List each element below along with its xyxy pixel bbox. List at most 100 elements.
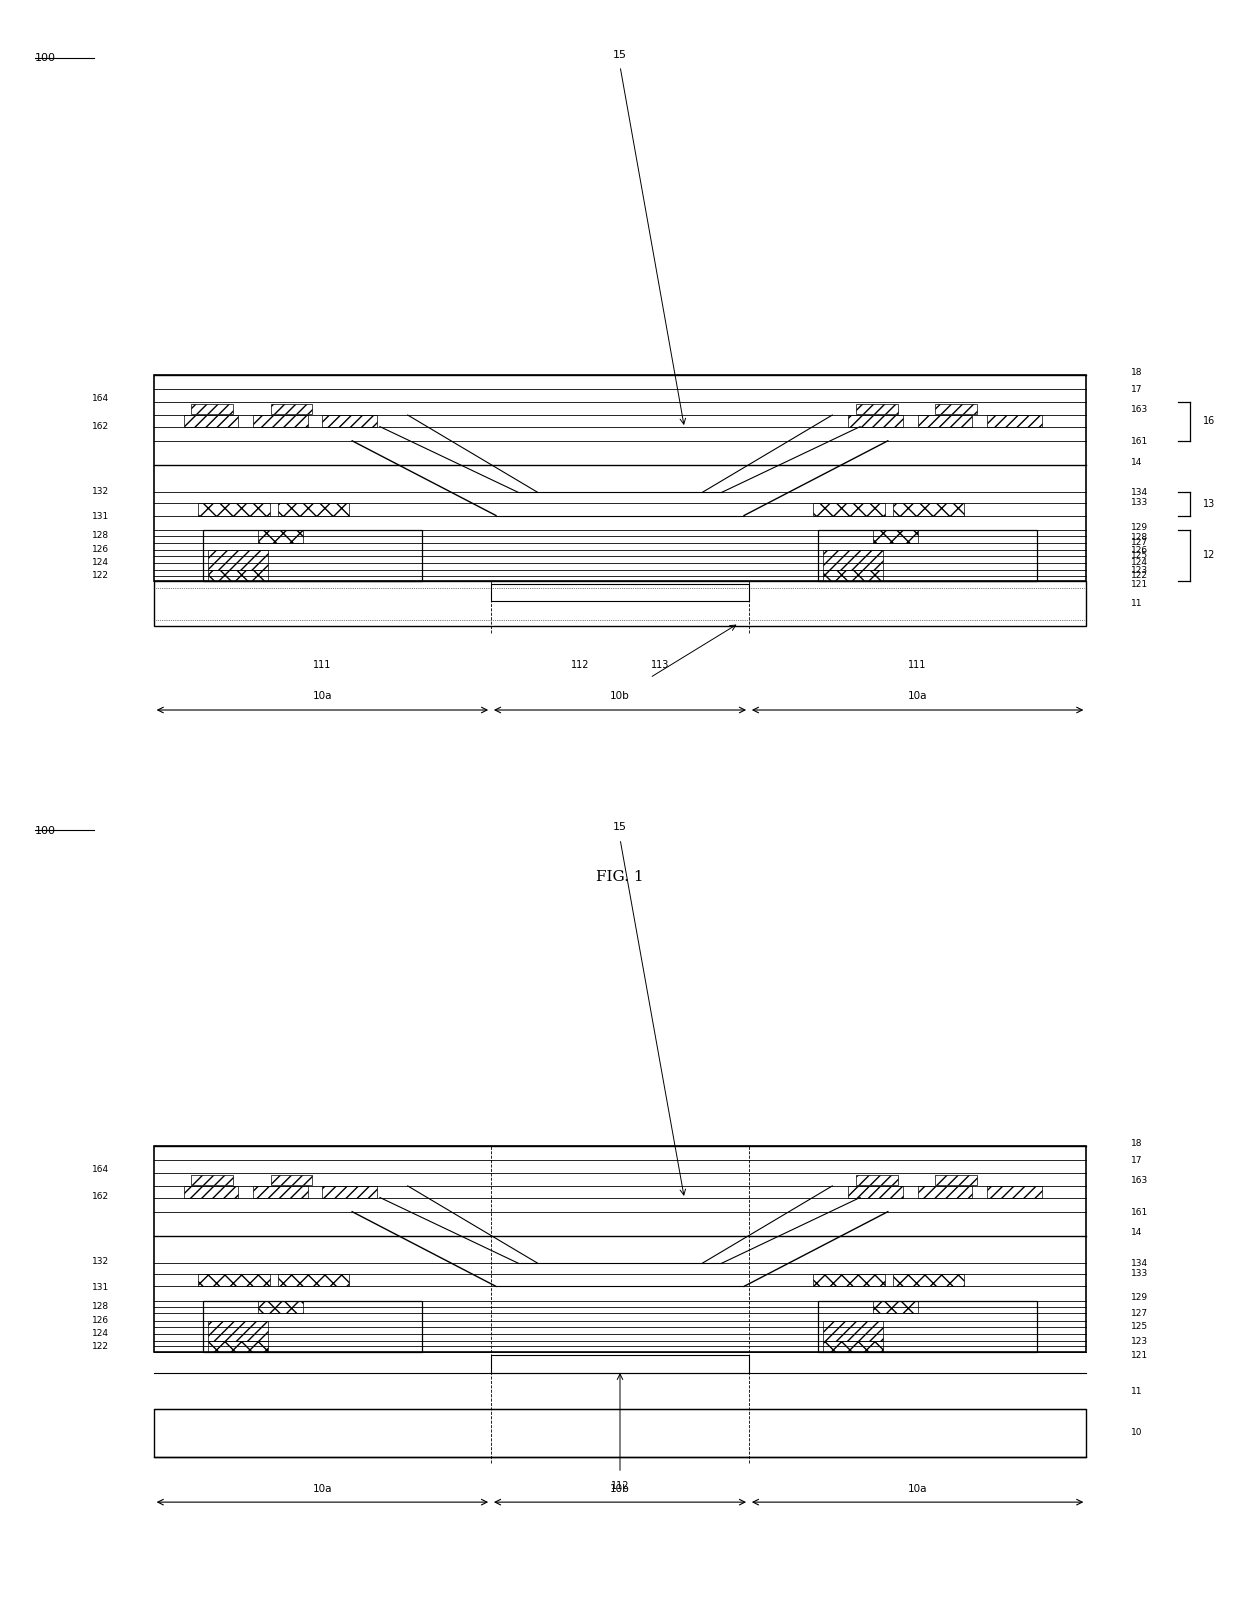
Bar [203,1301,422,1352]
Text: 128: 128 [92,1302,109,1311]
Text: 132: 132 [92,1257,109,1267]
Text: 122: 122 [92,572,109,580]
Text: 126: 126 [1131,546,1148,555]
Bar [893,1274,965,1286]
Text: 133: 133 [1131,497,1148,507]
Text: 128: 128 [1131,533,1148,541]
Bar [278,1274,350,1286]
Bar [253,1187,308,1198]
Text: 113: 113 [651,660,668,670]
Text: FIG. 1: FIG. 1 [596,871,644,884]
Text: 161: 161 [1131,436,1148,446]
Text: 11: 11 [1131,1386,1142,1396]
Bar [258,1301,303,1314]
Text: 163: 163 [1131,404,1148,414]
Text: 14: 14 [1131,457,1142,467]
Bar [935,1175,977,1185]
Text: 161: 161 [1131,1208,1148,1217]
Text: 17: 17 [1131,1156,1142,1164]
Text: 131: 131 [92,1283,109,1291]
Bar [208,551,268,570]
Bar [191,1175,233,1185]
Text: 10b: 10b [610,1484,630,1494]
Text: 10: 10 [1131,1428,1142,1438]
Bar [848,415,903,427]
Text: 126: 126 [92,546,109,554]
Bar [203,530,422,581]
Bar [823,570,883,581]
Bar [823,551,883,570]
Text: 100: 100 [35,826,56,836]
Bar [208,570,268,581]
Text: 126: 126 [92,1315,109,1325]
Text: 18: 18 [1131,1138,1142,1148]
Bar [198,1274,270,1286]
Text: 12: 12 [1203,551,1215,560]
Text: 16: 16 [1203,417,1215,427]
Bar [987,415,1042,427]
Text: 122: 122 [92,1341,109,1351]
Bar [198,502,270,515]
Bar [491,1356,749,1373]
Bar [848,1187,903,1198]
Text: 111: 111 [909,660,926,670]
Bar [893,502,965,515]
Text: 162: 162 [92,422,109,430]
Text: 10b: 10b [610,691,630,700]
Text: 124: 124 [92,1328,109,1338]
Text: 122: 122 [1131,572,1148,580]
Bar [818,530,1037,581]
Text: 127: 127 [1131,538,1148,547]
Text: 14: 14 [1131,1228,1142,1238]
Text: 128: 128 [92,531,109,541]
Text: 133: 133 [1131,1269,1148,1278]
Text: 123: 123 [1131,1336,1148,1346]
Text: 125: 125 [1131,1322,1148,1331]
Text: 134: 134 [1131,1259,1148,1267]
Bar [987,1187,1042,1198]
Text: 123: 123 [1131,565,1148,575]
Bar [154,1409,1086,1457]
Bar [191,404,233,414]
Bar [154,1146,1086,1352]
Text: 17: 17 [1131,385,1142,394]
Text: 125: 125 [1131,552,1148,560]
Bar [154,581,1086,626]
Text: 163: 163 [1131,1175,1148,1185]
Text: 112: 112 [572,660,589,670]
Text: 127: 127 [1131,1309,1148,1319]
Bar [935,404,977,414]
Text: 129: 129 [1131,1293,1148,1302]
Bar [823,1341,883,1352]
Text: 124: 124 [1131,559,1148,567]
Text: 10a: 10a [908,1484,928,1494]
Bar [184,415,238,427]
Bar [818,1301,1037,1352]
Text: 121: 121 [1131,580,1148,589]
Bar [278,502,350,515]
Text: 162: 162 [92,1193,109,1201]
Bar [270,1175,312,1185]
Bar [918,415,972,427]
Text: 124: 124 [92,559,109,567]
Text: 134: 134 [1131,488,1148,497]
Bar [322,1187,377,1198]
Bar [208,1322,268,1341]
Bar [184,1187,238,1198]
Bar [491,584,749,601]
Text: 112: 112 [611,1481,629,1491]
Text: 15: 15 [613,50,627,60]
Text: 13: 13 [1203,499,1215,509]
Bar [813,502,885,515]
Text: 164: 164 [92,1164,109,1174]
Bar [918,1187,972,1198]
Text: 11: 11 [1131,599,1142,609]
Text: 164: 164 [92,394,109,402]
Text: 111: 111 [314,660,331,670]
Text: 129: 129 [1131,523,1148,531]
Bar [253,415,308,427]
Text: 10a: 10a [312,691,332,700]
Bar [208,1341,268,1352]
Bar [823,1322,883,1341]
Bar [322,415,377,427]
